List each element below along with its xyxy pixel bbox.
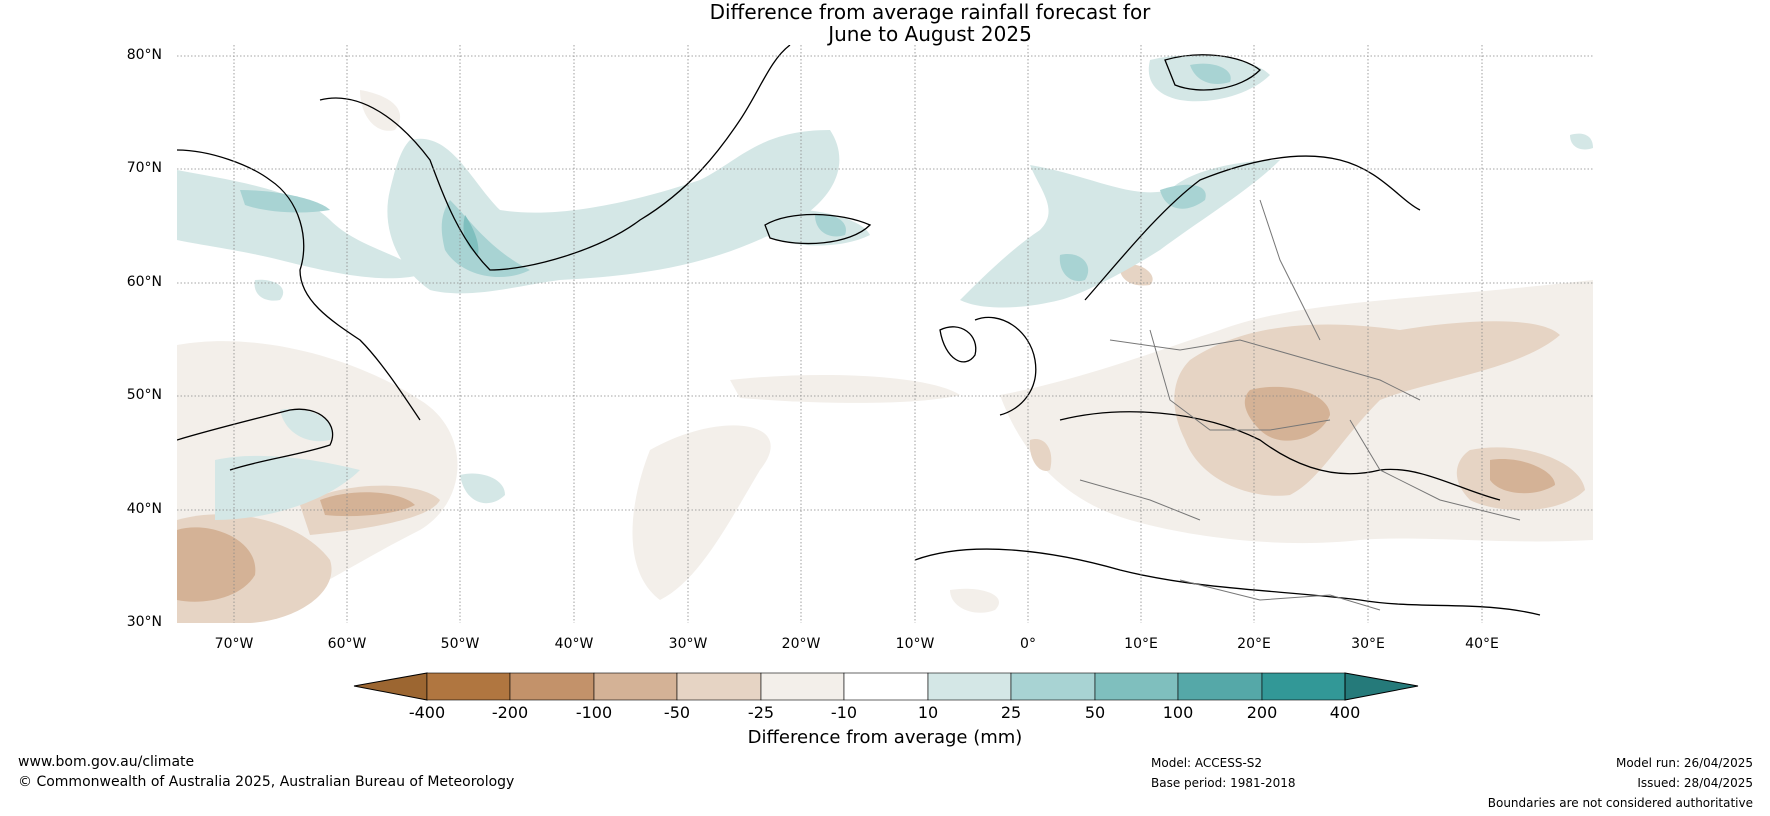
colorbar-swatch-9 bbox=[1094, 672, 1179, 701]
colorbar-label: Difference from average (mm) bbox=[747, 727, 1023, 748]
colorbar-swatch-over bbox=[1344, 672, 1419, 701]
model-name: Model: ACCESS-S2 bbox=[1151, 756, 1263, 770]
lat-label-70n: 70°N bbox=[126, 160, 162, 176]
lat-label-30n: 30°N bbox=[126, 614, 162, 630]
coastlines bbox=[177, 45, 1541, 616]
colorbar-tick-label: 25 bbox=[1000, 703, 1022, 722]
map-title-line-2: June to August 2025 bbox=[828, 22, 1032, 46]
lat-label-40n: 40°N bbox=[126, 501, 162, 517]
colorbar-swatch-11 bbox=[1261, 672, 1346, 701]
lon-label-0: 0° bbox=[1020, 636, 1036, 652]
colorbar-tick-label: -25 bbox=[747, 703, 775, 722]
issued-date: Issued: 28/04/2025 bbox=[1637, 776, 1753, 790]
colorbar-tick-label: -200 bbox=[491, 703, 529, 722]
colorbar-swatch-5 bbox=[760, 672, 845, 701]
colorbar-swatch-under bbox=[353, 672, 428, 701]
model-run-date: Model run: 26/04/2025 bbox=[1615, 756, 1753, 770]
colorbar-swatch-2 bbox=[509, 672, 595, 701]
colorbar bbox=[353, 672, 1419, 701]
lon-label-10w: 10°W bbox=[895, 636, 935, 652]
lon-label-40e: 40°E bbox=[1465, 636, 1499, 652]
colorbar-tick-label: 400 bbox=[1329, 703, 1361, 722]
lon-label-10e: 10°E bbox=[1124, 636, 1158, 652]
lat-label-50n: 50°N bbox=[126, 387, 162, 403]
lon-label-50w: 50°W bbox=[440, 636, 480, 652]
lon-label-60w: 60°W bbox=[327, 636, 367, 652]
colorbar-tick-label: -50 bbox=[663, 703, 691, 722]
colorbar-tick-label: 100 bbox=[1162, 703, 1194, 722]
colorbar-swatch-4 bbox=[676, 672, 762, 701]
colorbar-tick-label: 50 bbox=[1084, 703, 1106, 722]
map-plot-area bbox=[177, 45, 1593, 623]
colorbar-tick-label: -100 bbox=[575, 703, 613, 722]
wet-anomaly-shading bbox=[177, 55, 1593, 520]
colorbar-swatch-8 bbox=[1010, 672, 1096, 701]
lon-label-70w: 70°W bbox=[214, 636, 254, 652]
lon-label-30e: 30°E bbox=[1351, 636, 1385, 652]
colorbar-swatch-6 bbox=[843, 672, 929, 701]
colorbar-tick-label: 10 bbox=[917, 703, 939, 722]
lon-label-20w: 20°W bbox=[781, 636, 821, 652]
lat-label-80n: 80°N bbox=[126, 47, 162, 63]
colorbar-tick-label: 200 bbox=[1246, 703, 1278, 722]
lon-label-20e: 20°E bbox=[1237, 636, 1271, 652]
copyright-notice: © Commonwealth of Australia 2025, Austra… bbox=[18, 774, 515, 790]
lon-label-40w: 40°W bbox=[554, 636, 594, 652]
base-period: Base period: 1981-2018 bbox=[1151, 776, 1296, 790]
map-title-line-1: Difference from average rainfall forecas… bbox=[709, 0, 1151, 24]
colorbar-swatch-10 bbox=[1177, 672, 1263, 701]
graticule bbox=[177, 45, 1593, 623]
colorbar-swatch-1 bbox=[426, 672, 511, 701]
boundaries-disclaimer: Boundaries are not considered authoritat… bbox=[1487, 796, 1753, 810]
lon-label-30w: 30°W bbox=[668, 636, 708, 652]
lat-label-60n: 60°N bbox=[126, 274, 162, 290]
colorbar-tick-label: -400 bbox=[408, 703, 446, 722]
website-link[interactable]: www.bom.gov.au/climate bbox=[18, 754, 195, 770]
colorbar-swatch-7 bbox=[927, 672, 1012, 701]
colorbar-tick-label: -10 bbox=[830, 703, 858, 722]
colorbar-swatch-3 bbox=[593, 672, 678, 701]
